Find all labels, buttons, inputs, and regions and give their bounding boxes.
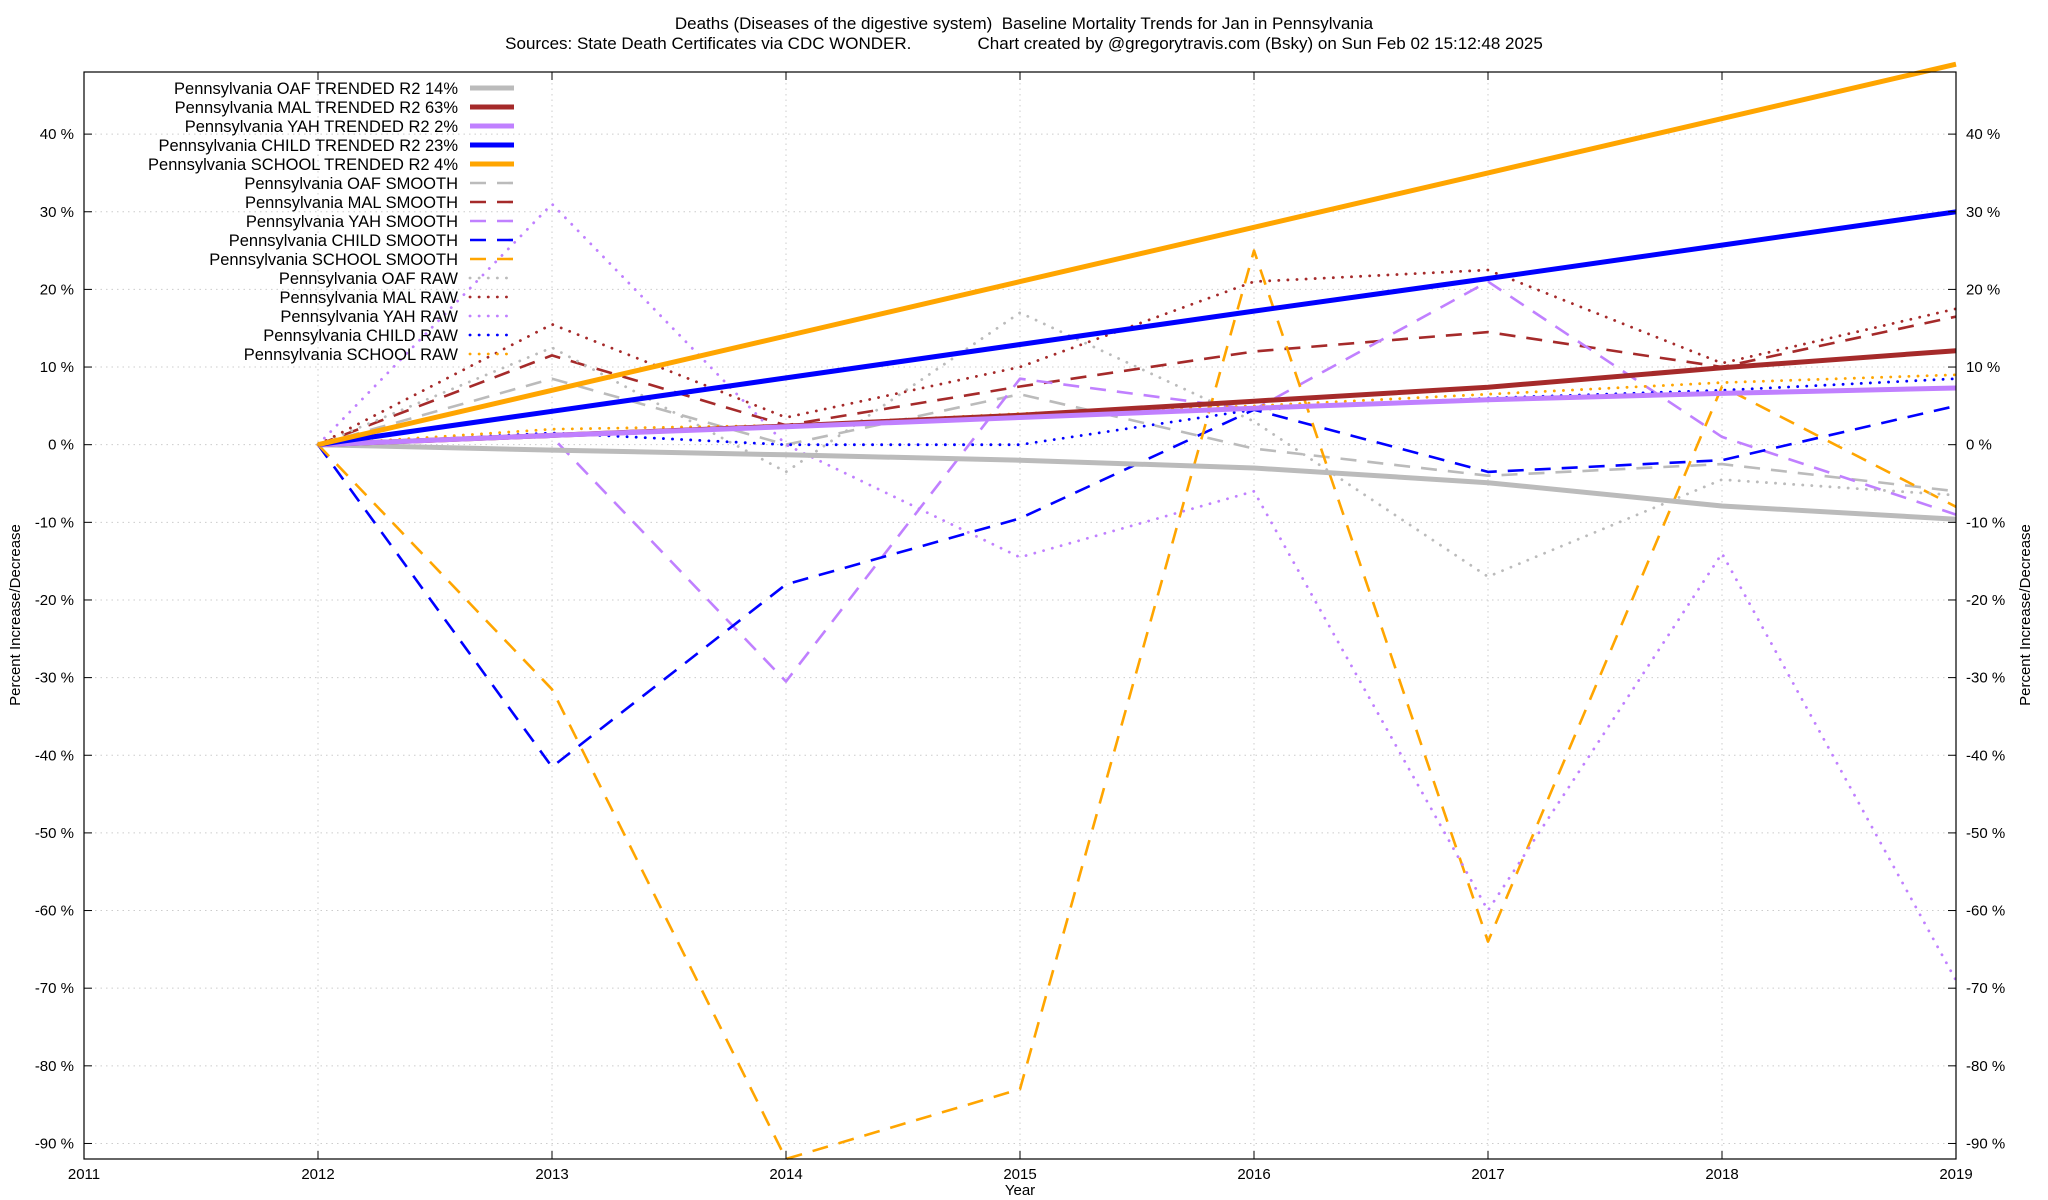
y-tick-label: 10 %	[40, 359, 74, 376]
y2-tick-label: -20 %	[1966, 592, 2005, 609]
y2-tick-label: 10 %	[1966, 359, 2000, 376]
legend-label: Pennsylvania YAH RAW	[280, 308, 458, 326]
axis-ticks: 2011 2012 2013 2014 2015 2016 2017 2018 2019 -90 …	[35, 72, 2005, 1183]
y-tick-label: 0 %	[48, 437, 74, 454]
y-tick-label: 30 %	[40, 204, 74, 221]
y2-tick-label: -50 %	[1966, 825, 2005, 842]
y2-tick-label: 40 %	[1966, 126, 2000, 143]
x-tick-label: 2015	[1003, 1166, 1036, 1183]
series-line-pennsylvania-mal-raw	[316, 268, 1958, 447]
legend-label: Pennsylvania OAF RAW	[279, 270, 459, 288]
legend-label: Pennsylvania YAH TRENDED R2 2%	[185, 118, 459, 136]
x-tick-label: 2019	[1939, 1166, 1972, 1183]
y2-tick-label: -30 %	[1966, 670, 2005, 687]
series-line-pennsylvania-oaf-smooth	[317, 377, 1957, 493]
y-tick-label: -70 %	[35, 980, 74, 997]
series-line-pennsylvania-school-smooth	[317, 249, 1957, 1161]
x-tick-label: 2013	[535, 1166, 568, 1183]
x-tick-label: 2014	[769, 1166, 802, 1183]
legend-label: Pennsylvania MAL SMOOTH	[245, 194, 458, 212]
y2-tick-label: 30 %	[1966, 204, 2000, 221]
y-tick-label: -10 %	[35, 514, 74, 531]
legend-label: Pennsylvania YAH SMOOTH	[246, 213, 458, 231]
legend-label: Pennsylvania CHILD TRENDED R2 23%	[158, 137, 458, 155]
x-tick-label: 2011	[68, 1166, 100, 1183]
x-axis-label: Year	[1005, 1182, 1035, 1199]
legend-label: Pennsylvania MAL RAW	[279, 289, 458, 307]
y2-tick-label: -90 %	[1966, 1135, 2005, 1152]
y-tick-label: -90 %	[35, 1135, 74, 1152]
y-tick-label: -80 %	[35, 1058, 74, 1075]
series-line-pennsylvania-oaf-trended-r2-14	[317, 442, 1957, 522]
legend-label: Pennsylvania SCHOOL RAW	[244, 346, 459, 364]
legend-label: Pennsylvania CHILD SMOOTH	[229, 232, 458, 250]
x-tick-label: 2016	[1237, 1166, 1270, 1183]
series-lines	[316, 61, 1958, 1161]
y2-tick-label: 0 %	[1966, 437, 1992, 454]
y-tick-label: -50 %	[35, 825, 74, 842]
legend-label: Pennsylvania OAF SMOOTH	[244, 175, 458, 193]
y-tick-label: -30 %	[35, 670, 74, 687]
legend: Pennsylvania OAF TRENDED R2 14%Pennsylva…	[148, 80, 516, 364]
x-tick-label: 2017	[1471, 1166, 1504, 1183]
y2-tick-label: -80 %	[1966, 1058, 2005, 1075]
x-tick-label: 2012	[301, 1166, 334, 1183]
grid	[84, 72, 1956, 1159]
y2-tick-label: -60 %	[1966, 903, 2005, 920]
series-line-pennsylvania-mal-smooth	[317, 315, 1957, 446]
series-line-pennsylvania-yah-smooth	[317, 280, 1957, 683]
series-line-pennsylvania-school-trended-r2-4	[317, 61, 1957, 448]
legend-label: Pennsylvania SCHOOL SMOOTH	[209, 251, 458, 269]
series-line-pennsylvania-yah-raw	[316, 202, 1958, 982]
series-line-pennsylvania-yah-trended-r2-2	[317, 385, 1957, 448]
y-tick-label: -40 %	[35, 747, 74, 764]
legend-label: Pennsylvania SCHOOL TRENDED R2 4%	[148, 156, 458, 174]
y2-axis-label: Percent Increase/Decrease	[2017, 524, 2034, 706]
x-tick-label: 2018	[1705, 1166, 1738, 1183]
y2-tick-label: 20 %	[1966, 281, 2000, 298]
y-tick-label: -60 %	[35, 903, 74, 920]
y-tick-label: 20 %	[40, 281, 74, 298]
legend-label: Pennsylvania CHILD RAW	[263, 327, 458, 345]
chart-title: Deaths (Diseases of the digestive system…	[674, 14, 1374, 33]
y2-tick-label: -10 %	[1966, 514, 2005, 531]
chart-subtitle: Sources: State Death Certificates via CD…	[505, 34, 1543, 53]
y-axis-label: Percent Increase/Decrease	[7, 524, 24, 706]
legend-label: Pennsylvania OAF TRENDED R2 14%	[174, 80, 458, 98]
legend-label: Pennsylvania MAL TRENDED R2 63%	[175, 99, 459, 117]
series-line-pennsylvania-child-trended-r2-23	[317, 209, 1957, 448]
y2-tick-label: -40 %	[1966, 747, 2005, 764]
y2-tick-label: -70 %	[1966, 980, 2005, 997]
y-tick-label: 40 %	[40, 126, 74, 143]
y-tick-label: -20 %	[35, 592, 74, 609]
series-line-pennsylvania-mal-trended-r2-63	[317, 348, 1957, 448]
